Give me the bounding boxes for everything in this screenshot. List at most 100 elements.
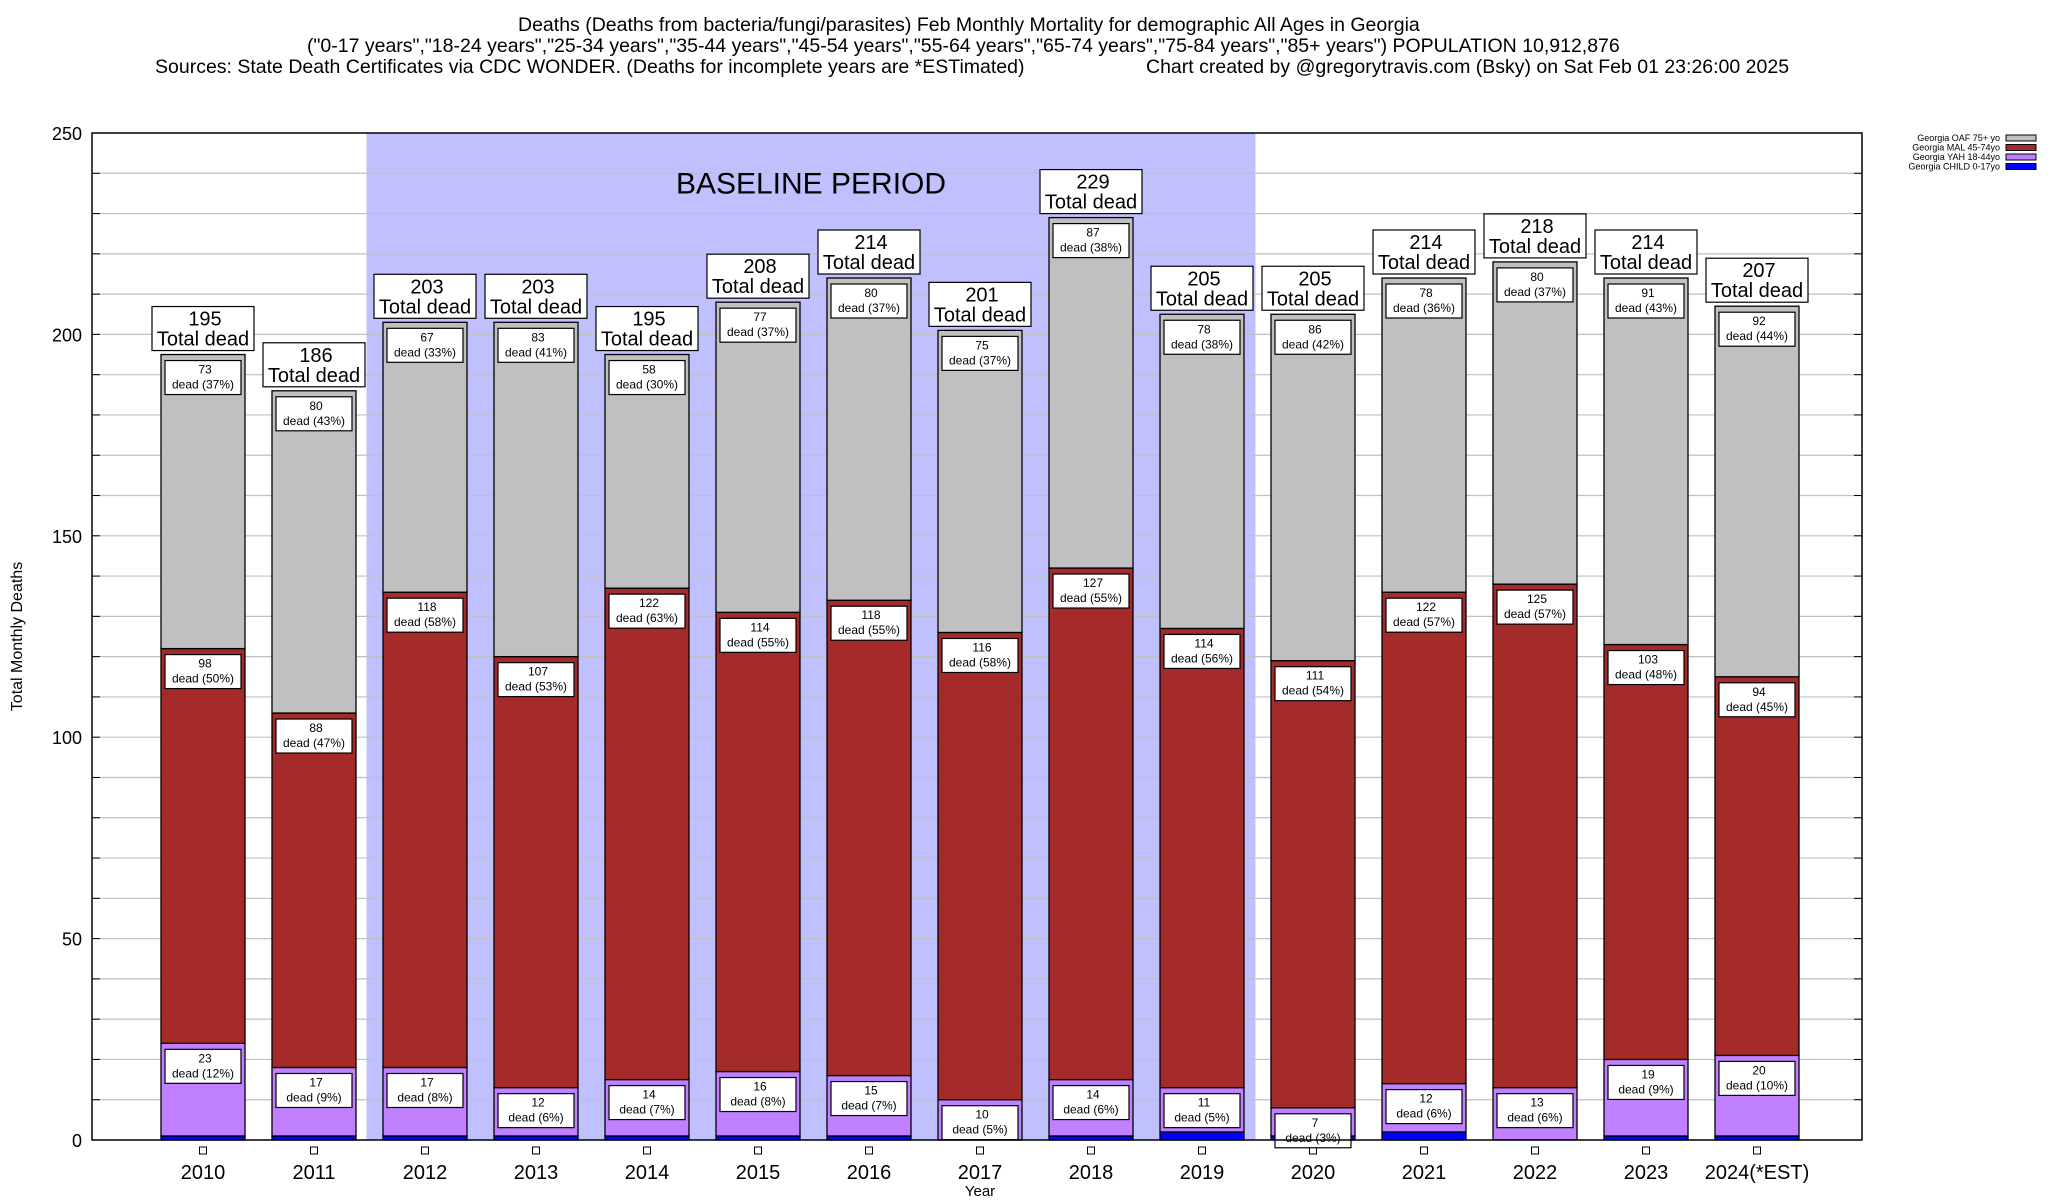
total-label-box (1705, 257, 1809, 303)
segment-label-box (1718, 1060, 1796, 1097)
segment-label-box (164, 359, 242, 396)
bar-segment (160, 353, 246, 650)
total-value-label: 203 (410, 276, 443, 298)
segment-label-box (1052, 1084, 1130, 1121)
segment-label-box (497, 662, 575, 698)
bar-segment (1159, 1131, 1245, 1141)
legend-label: Georgia OAF 75+ yo (1917, 133, 2000, 143)
total-dead-label: Total dead (1267, 288, 1359, 310)
segment-pct-label: dead (57%) (1393, 615, 1455, 629)
segment-label-box (1274, 666, 1352, 702)
total-value-label: 207 (1742, 260, 1775, 282)
x-tick-label: 2024(*EST) (1705, 1162, 1810, 1184)
segment-pct-label: dead (7%) (619, 1103, 674, 1117)
bar-segment (1492, 261, 1578, 585)
segment-value-label: 78 (1419, 286, 1433, 300)
bar-segment (1381, 1131, 1467, 1141)
segment-value-label: 122 (639, 596, 659, 610)
legend-label: Georgia CHILD 0-17yo (1908, 162, 2000, 172)
total-label-box (817, 229, 921, 275)
segment-label-box (1052, 573, 1130, 609)
bar-segment (1603, 643, 1689, 1061)
segment-value-label: 10 (975, 1108, 989, 1122)
segment-pct-label: dead (55%) (1060, 591, 1122, 605)
y-tick-label: 250 (52, 124, 82, 144)
child-label-box (1420, 1146, 1428, 1155)
legend-swatch (2005, 144, 2037, 151)
segment-value-label: 80 (309, 399, 323, 413)
segment-value-label: 98 (198, 657, 212, 671)
segment-pct-label: dead (9%) (286, 1090, 341, 1104)
segment-value-label: 12 (531, 1096, 545, 1110)
segment-label-box (1274, 319, 1352, 355)
segment-label-box (941, 637, 1019, 674)
bar-segment (1603, 277, 1689, 646)
segment-label-box (1496, 1093, 1574, 1129)
segment-value-label: 12 (1419, 1092, 1433, 1106)
x-tick-label: 2013 (514, 1162, 559, 1184)
segment-pct-label: dead (8%) (730, 1095, 785, 1109)
segment-pct-label: dead (36%) (1393, 301, 1455, 315)
total-value-label: 205 (1298, 268, 1331, 290)
segment-value-label: 13 (1530, 1096, 1544, 1110)
segment-label-box (1718, 682, 1796, 718)
total-label-box (484, 273, 588, 319)
plot-border (91, 132, 1863, 1141)
segment-pct-label: dead (9%) (1618, 1082, 1673, 1096)
total-value-label: 214 (1631, 232, 1664, 254)
segment-label-box (386, 597, 464, 633)
total-value-label: 208 (743, 256, 776, 278)
total-dead-label: Total dead (490, 296, 582, 318)
x-tick-label: 2012 (403, 1162, 448, 1184)
segment-value-label: 118 (861, 608, 880, 622)
segment-pct-label: dead (42%) (1282, 337, 1344, 351)
segment-label-box (386, 327, 464, 363)
segment-label-box (608, 1084, 686, 1121)
segment-value-label: 125 (1527, 592, 1547, 606)
segment-pct-label: dead (48%) (1615, 668, 1677, 682)
total-dead-label: Total dead (1600, 252, 1692, 274)
total-value-label: 229 (1076, 172, 1109, 194)
chart-title-line-1: Deaths (Deaths from bacteria/fungi/paras… (518, 14, 1420, 36)
child-label-box (199, 1146, 207, 1155)
total-value-label: 214 (1409, 232, 1442, 254)
total-dead-label: Total dead (823, 252, 915, 274)
segment-value-label: 114 (750, 620, 769, 634)
segment-value-label: 23 (198, 1051, 212, 1065)
bar-segment (604, 587, 690, 1081)
segment-value-label: 16 (753, 1080, 767, 1094)
segment-pct-label: dead (38%) (1171, 337, 1233, 351)
segment-value-label: 127 (1083, 576, 1103, 590)
segment-label-box (941, 1105, 1019, 1141)
segment-pct-label: dead (56%) (1171, 651, 1233, 665)
segment-value-label: 17 (309, 1075, 323, 1089)
segment-value-label: 14 (1086, 1088, 1100, 1102)
segment-label-box (830, 1080, 908, 1117)
legend-swatch (2005, 153, 2037, 161)
child-label-box (1087, 1146, 1095, 1155)
total-label-box (151, 305, 255, 352)
child-label-box (1642, 1146, 1650, 1155)
x-tick-label: 2022 (1513, 1162, 1558, 1184)
y-axis-label: Total Monthly Deaths (9, 562, 26, 711)
total-dead-label: Total dead (1156, 288, 1248, 310)
child-label-box (754, 1146, 762, 1155)
segment-pct-label: dead (45%) (1726, 700, 1788, 714)
total-value-label: 201 (965, 284, 998, 306)
segment-value-label: 67 (420, 330, 434, 344)
bar-segment (382, 591, 468, 1069)
child-label-box (310, 1146, 318, 1155)
segment-pct-label: dead (50%) (172, 672, 234, 686)
segment-value-label: 107 (528, 665, 548, 679)
x-axis-label: Year (965, 1183, 995, 1200)
bar-segment (826, 599, 912, 1077)
segment-pct-label: dead (41%) (505, 345, 567, 359)
